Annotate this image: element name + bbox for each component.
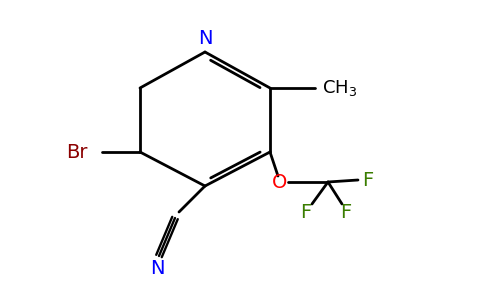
Text: F: F — [340, 202, 351, 221]
Text: F: F — [301, 202, 312, 221]
Text: CH$_3$: CH$_3$ — [322, 78, 357, 98]
Text: Br: Br — [66, 142, 88, 161]
Text: N: N — [150, 259, 164, 278]
Text: N: N — [198, 28, 212, 47]
Text: F: F — [363, 170, 374, 190]
Text: O: O — [272, 172, 287, 191]
